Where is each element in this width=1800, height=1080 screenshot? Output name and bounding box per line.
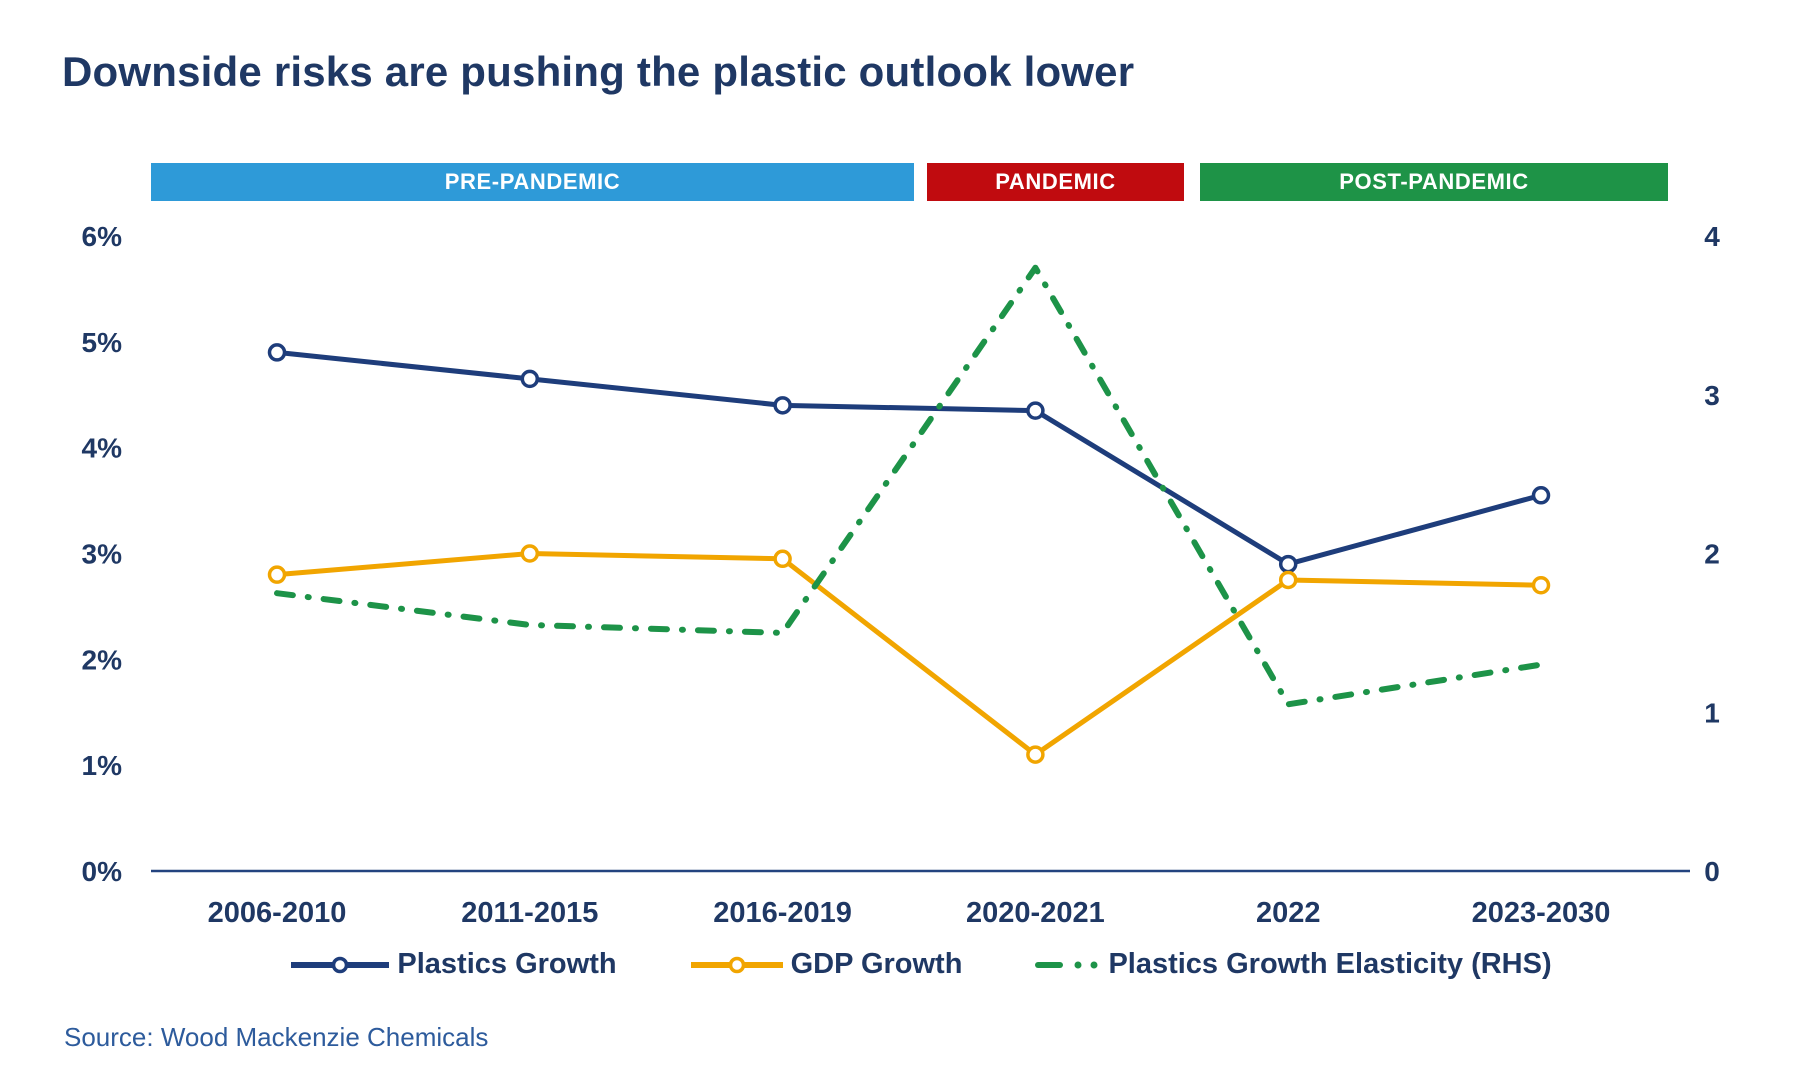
left-axis-tick: 3% <box>82 539 123 570</box>
x-axis-label: 2016-2019 <box>713 897 852 929</box>
band-pandemic: PANDEMIC <box>927 163 1184 201</box>
x-axis-label: 2020-2021 <box>966 897 1105 929</box>
left-axis-tick: 1% <box>82 750 123 781</box>
right-axis-tick: 0 <box>1704 856 1720 887</box>
legend-item-elasticity: Plastics Growth Elasticity (RHS) <box>1034 948 1552 981</box>
chart-legend: Plastics Growth GDP Growth Plastics Grow… <box>151 948 1690 981</box>
left-axis-tick: 2% <box>82 644 123 675</box>
data-point-marker <box>1531 486 1551 505</box>
left-axis-tick: 6% <box>82 221 123 252</box>
right-axis-tick: 2 <box>1704 539 1720 570</box>
x-axis-label: 2011-2015 <box>461 897 598 929</box>
left-axis-tick: 4% <box>82 433 123 464</box>
series-line-plastics-growth <box>276 349 1542 567</box>
legend-marker <box>728 956 745 973</box>
legend-label: GDP Growth <box>790 948 963 980</box>
source-note: Source: Wood Mackenzie Chemicals <box>64 1022 489 1052</box>
data-point-marker <box>1026 745 1045 764</box>
data-point-marker <box>773 549 792 569</box>
data-point-marker <box>773 396 792 415</box>
right-axis-tick: 1 <box>1704 697 1720 728</box>
data-point-marker <box>1278 554 1298 574</box>
elasticity-dash-icon <box>1035 961 1098 968</box>
x-axis-label: 2022 <box>1256 897 1321 929</box>
legend-dot <box>1090 961 1098 968</box>
data-point-marker <box>520 369 540 389</box>
data-point-marker <box>1531 576 1551 595</box>
band-pre-pandemic: PRE-PANDEMIC <box>151 163 914 201</box>
right-axis-tick: 3 <box>1704 380 1720 411</box>
series-line-elasticity <box>274 264 1544 708</box>
legend-label: Plastics Growth <box>397 948 617 980</box>
data-point-marker <box>520 544 540 563</box>
page-title: Downside risks are pushing the plastic o… <box>62 48 1135 95</box>
data-point-marker <box>1026 401 1045 420</box>
left-axis-tick: 5% <box>82 327 123 358</box>
plastics-growth-line-icon <box>291 956 390 973</box>
legend-item-plastics-growth: Plastics Growth <box>289 948 617 981</box>
data-point-marker <box>267 343 287 362</box>
x-axis-label: 2023-2030 <box>1472 897 1611 929</box>
data-point-marker <box>1278 570 1298 590</box>
legend-dot <box>1074 961 1082 968</box>
data-point-marker <box>267 565 287 584</box>
right-axis-tick: 4 <box>1704 221 1720 252</box>
legend-item-gdp-growth: GDP Growth <box>689 948 963 981</box>
series-line-gdp-growth <box>276 551 1542 758</box>
band-post-pandemic: POST-PANDEMIC <box>1200 163 1668 201</box>
legend-label: Plastics Growth Elasticity (RHS) <box>1108 948 1552 980</box>
left-axis-tick: 0% <box>82 856 123 887</box>
x-axis-label: 2006-2010 <box>208 897 347 929</box>
legend-marker <box>332 956 349 973</box>
gdp-growth-line-icon <box>690 956 783 973</box>
